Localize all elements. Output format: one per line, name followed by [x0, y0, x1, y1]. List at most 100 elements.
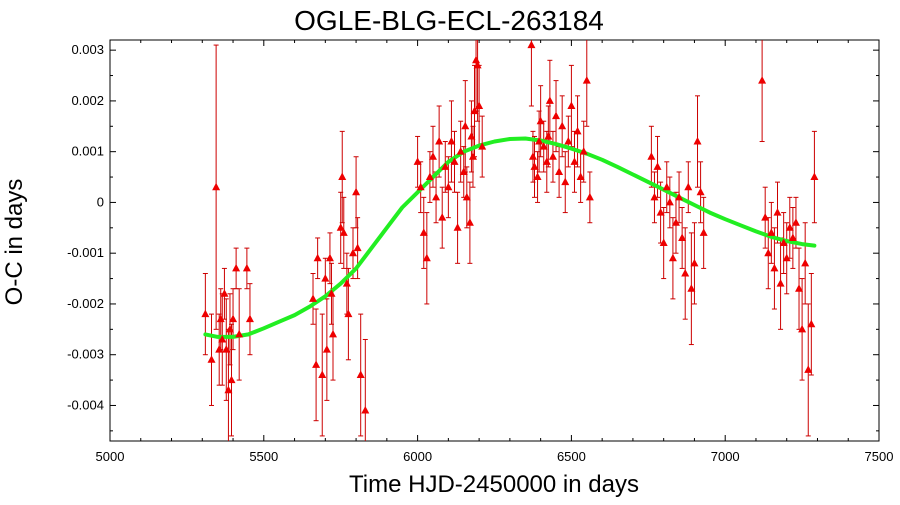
- data-point: [475, 101, 484, 109]
- y-tick-label: -0.003: [67, 347, 104, 362]
- data-point: [342, 279, 351, 287]
- data-point: [530, 162, 539, 170]
- data-point: [567, 101, 576, 109]
- data-point: [218, 334, 227, 343]
- data-point: [444, 182, 453, 191]
- data-point: [668, 253, 677, 262]
- data-point: [779, 238, 788, 247]
- data-point: [242, 263, 251, 272]
- data-point: [352, 187, 361, 196]
- y-axis-label: O-C in days: [1, 179, 28, 306]
- data-point: [555, 167, 564, 175]
- data-point: [573, 126, 582, 135]
- data-layer: [201, 40, 819, 441]
- data-point: [356, 370, 365, 379]
- data-point: [235, 329, 244, 338]
- data-point: [561, 177, 570, 186]
- data-point: [761, 213, 770, 221]
- data-point: [473, 60, 482, 69]
- data-point: [225, 324, 234, 333]
- data-point: [462, 192, 471, 201]
- x-tick-label: 7500: [865, 449, 894, 464]
- data-point: [338, 172, 347, 181]
- data-point: [764, 248, 773, 257]
- data-point: [585, 192, 594, 201]
- data-point: [478, 142, 487, 150]
- data-point: [222, 345, 231, 353]
- chart-title: OGLE-BLG-ECL-263184: [294, 5, 604, 36]
- data-point: [361, 406, 370, 414]
- data-point: [770, 263, 779, 272]
- data-point: [428, 152, 437, 160]
- y-tick-label: 0.002: [71, 93, 104, 108]
- data-point: [544, 131, 553, 140]
- data-point: [227, 375, 236, 384]
- data-point: [467, 131, 476, 140]
- data-point: [215, 345, 224, 353]
- data-point: [329, 329, 338, 338]
- data-point: [456, 147, 465, 155]
- data-point: [438, 213, 447, 221]
- data-point: [435, 137, 444, 145]
- y-tick-label: 0.003: [71, 42, 104, 57]
- data-point: [201, 309, 210, 318]
- data-point: [212, 182, 221, 191]
- data-point: [450, 157, 459, 165]
- data-point: [782, 253, 791, 262]
- data-point: [659, 238, 668, 247]
- data-point: [220, 289, 229, 297]
- plot-frame: [109, 39, 880, 442]
- y-tick-label: 0.001: [71, 144, 104, 159]
- data-point: [552, 111, 561, 120]
- data-point: [245, 314, 254, 323]
- data-point: [767, 228, 776, 236]
- y-tick-label: 0: [97, 194, 104, 209]
- x-tick-label: 5500: [249, 449, 278, 464]
- data-point: [535, 137, 544, 145]
- data-point: [675, 192, 684, 201]
- data-point: [699, 228, 708, 236]
- data-point: [313, 253, 322, 262]
- data-point: [545, 96, 554, 104]
- data-point: [665, 197, 674, 206]
- data-point: [416, 182, 425, 191]
- data-point: [776, 279, 785, 287]
- data-point: [681, 268, 690, 277]
- data-point: [309, 294, 318, 302]
- data-point: [468, 152, 477, 160]
- data-point: [696, 187, 705, 196]
- data-point: [339, 228, 348, 236]
- x-tick-label: 6000: [403, 449, 432, 464]
- data-point: [656, 208, 665, 216]
- data-point: [801, 258, 810, 267]
- data-point: [758, 76, 767, 84]
- data-point: [810, 172, 819, 181]
- data-point: [536, 116, 545, 125]
- y-tick-label: -0.004: [67, 397, 104, 412]
- data-point: [216, 314, 225, 323]
- data-point: [533, 172, 542, 181]
- x-axis-label: Time HJD-2450000 in days: [349, 471, 639, 498]
- data-point: [413, 157, 422, 165]
- data-point: [353, 243, 362, 252]
- x-tick-label: 5000: [96, 449, 125, 464]
- data-point: [325, 253, 334, 262]
- data-point: [459, 167, 468, 175]
- data-point: [344, 309, 353, 318]
- x-tick-label: 6500: [557, 449, 586, 464]
- data-point: [653, 162, 662, 170]
- data-point: [318, 370, 327, 379]
- data-point: [470, 106, 479, 115]
- data-point: [647, 152, 656, 160]
- data-point: [422, 253, 431, 262]
- data-point: [684, 182, 693, 191]
- data-point: [690, 258, 699, 267]
- data-point: [671, 218, 680, 226]
- data-point: [349, 248, 358, 257]
- data-point: [432, 192, 441, 201]
- data-point: [650, 192, 659, 201]
- data-point: [425, 172, 434, 181]
- data-point: [465, 218, 474, 226]
